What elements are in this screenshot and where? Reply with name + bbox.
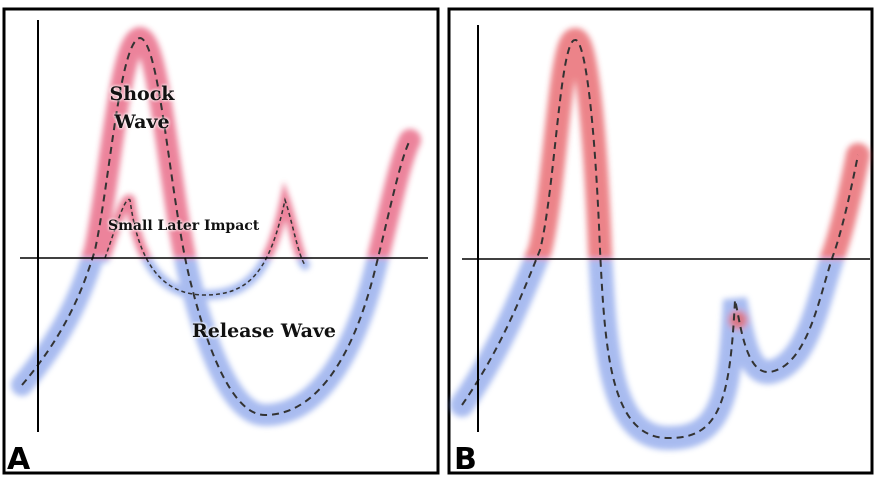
impact-label: Small Later Impact [108,218,260,234]
panel-label: A [7,442,31,477]
wave-line [461,39,859,440]
panel-frame [2,7,440,475]
shock-wave-label: Shock Wave [109,83,175,133]
wave-line [21,36,411,417]
wave-band [450,28,870,450]
panel-frame [447,7,874,475]
release-wave-label: Release Wave [192,320,337,342]
wave-line [104,197,306,296]
panel-label: B [454,442,477,477]
